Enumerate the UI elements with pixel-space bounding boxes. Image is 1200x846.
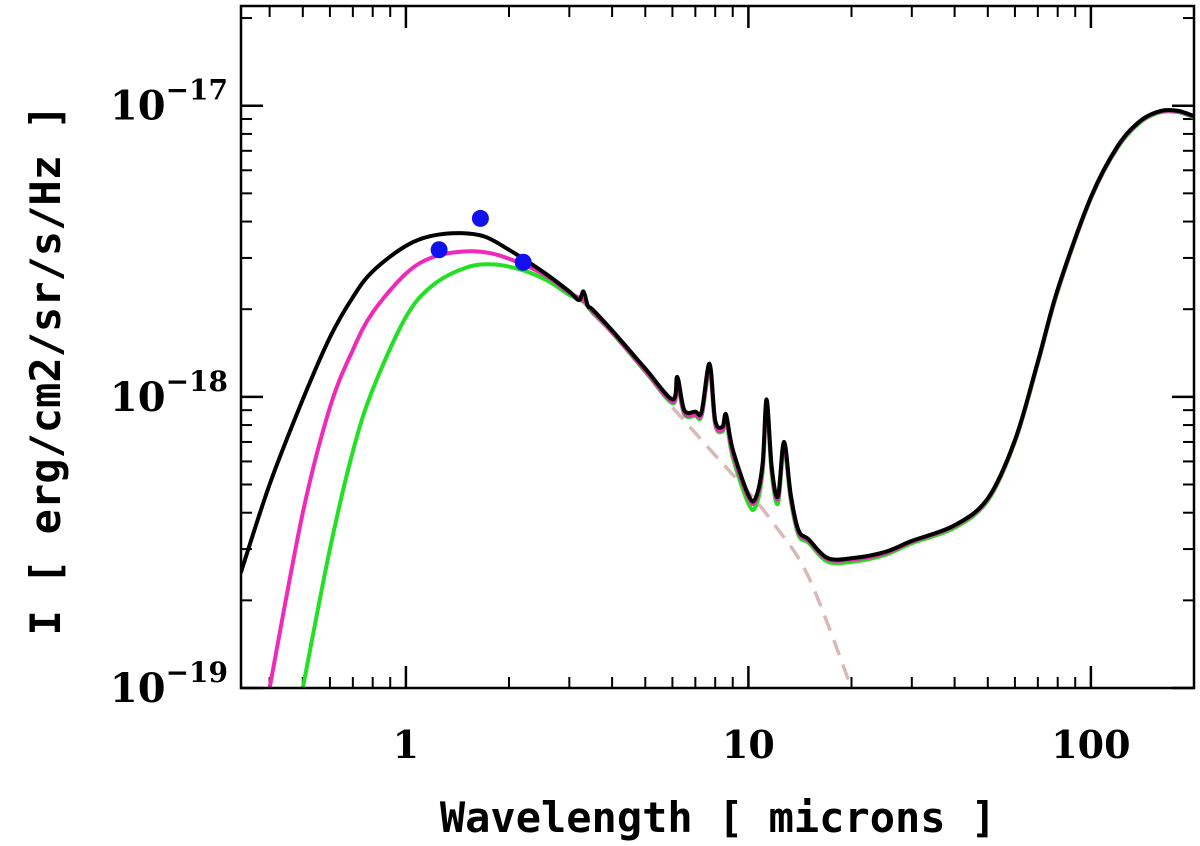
y-axis-label: I [ erg/cm2/sr/s/Hz ] xyxy=(21,104,70,635)
green-model-line xyxy=(300,109,1194,688)
magenta-model-line xyxy=(267,108,1194,688)
y-tick-label: 10−18 xyxy=(110,365,228,421)
x-tick-label: 10 xyxy=(722,722,775,767)
data-point xyxy=(471,209,489,227)
minor-ticks xyxy=(241,6,1194,688)
stellar-continuum-line xyxy=(671,406,854,688)
series-layer xyxy=(241,107,1194,688)
y-tick-label: 10−17 xyxy=(110,74,228,130)
x-axis-label: Wavelength [ microns ] xyxy=(440,793,996,842)
x-tick-label: 100 xyxy=(1051,722,1130,767)
data-point xyxy=(514,253,532,271)
y-tick-label: 10−19 xyxy=(110,656,228,712)
black-total-line xyxy=(241,107,1194,575)
plot-frame xyxy=(239,4,1196,690)
data-point xyxy=(430,241,448,259)
y-tick-labels: 10−19 10−18 10−17 xyxy=(110,74,228,712)
x-tick-labels: 1 10 100 xyxy=(393,722,1131,767)
x-tick-label: 1 xyxy=(393,722,419,767)
observation-layer xyxy=(430,209,532,271)
major-ticks xyxy=(241,6,1194,690)
